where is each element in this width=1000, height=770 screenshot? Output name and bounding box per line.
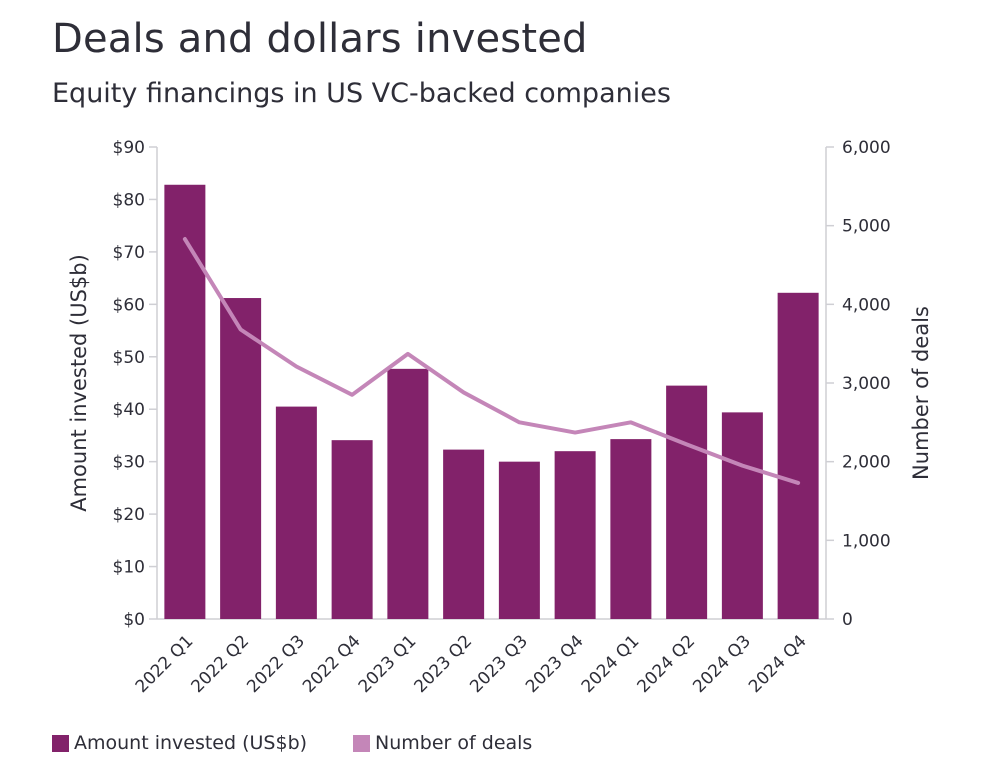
y2-tick-label: 4,000 [842,295,891,315]
chart-subtitle: Equity financings in US VC-backed compan… [52,78,671,109]
bar-2022-q1 [164,184,206,619]
x-tick-label: 2022 Q2 [188,631,254,697]
bar-2023-q4 [554,451,596,619]
bar-2023-q2 [443,449,485,619]
x-tick-label: 2023 Q1 [355,631,421,697]
x-tick-label: 2023 Q3 [466,631,532,697]
x-tick-label: 2022 Q4 [299,631,365,697]
x-tick-label: 2024 Q2 [634,631,700,697]
y2-axis-title: Number of deals [909,306,933,480]
y2-tick-label: 1,000 [842,531,891,551]
bar-2022-q3 [275,406,317,619]
x-tick-label: 2024 Q1 [578,631,644,697]
bar-2022-q4 [331,440,373,619]
bar-2023-q1 [387,368,429,619]
x-tick-label: 2024 Q3 [689,631,755,697]
y-tick-label: $90 [113,138,145,158]
y-tick-label: $50 [113,348,145,368]
y-tick-label: $40 [113,400,145,420]
bar-2023-q3 [498,461,540,619]
y-tick-label: $20 [113,505,145,525]
y-tick-label: $80 [113,190,145,210]
x-tick-label: 2023 Q4 [522,631,588,697]
y-tick-label: $70 [113,243,145,263]
y2-tick-label: 5,000 [842,217,891,237]
y2-tick-label: 3,000 [842,374,891,394]
legend-label-amount: Amount invested (US$b) [74,732,308,754]
x-tick-label: 2023 Q2 [411,631,477,697]
legend-item-deals: Number of deals [353,732,532,754]
bar-2024-q4 [777,292,819,619]
y-tick-label: $10 [113,558,145,578]
legend-label-deals: Number of deals [375,732,533,754]
chart-title: Deals and dollars invested [52,16,588,62]
legend-swatch-deals [353,734,371,752]
y2-tick-label: 0 [842,610,853,630]
x-tick-label: 2022 Q3 [243,631,309,697]
x-tick-label: 2024 Q4 [745,631,811,697]
bar-2024-q2 [666,385,708,619]
deals-line [182,237,801,485]
y-axis-title: Amount invested (US$b) [67,254,91,512]
y2-tick-label: 6,000 [842,138,891,158]
legend-swatch-amount [52,734,69,752]
legend-item-amount: Amount invested (US$b) [52,732,307,754]
bar-2024-q3 [721,412,763,619]
chart-legend: Amount invested (US$b) Number of deals [52,732,578,754]
y-tick-label: $0 [123,610,145,630]
y-tick-label: $30 [113,453,145,473]
y-tick-label: $60 [113,295,145,315]
bar-2024-q1 [610,439,652,619]
chart-plot: $0 $10 $20 $30 $40 $50 $60 $70 $80 $90 0 1,000 2,000… [67,138,933,697]
y2-tick-label: 2,000 [842,453,891,473]
x-tick-label: 2022 Q1 [132,631,198,697]
bar-2022-q2 [220,298,262,619]
